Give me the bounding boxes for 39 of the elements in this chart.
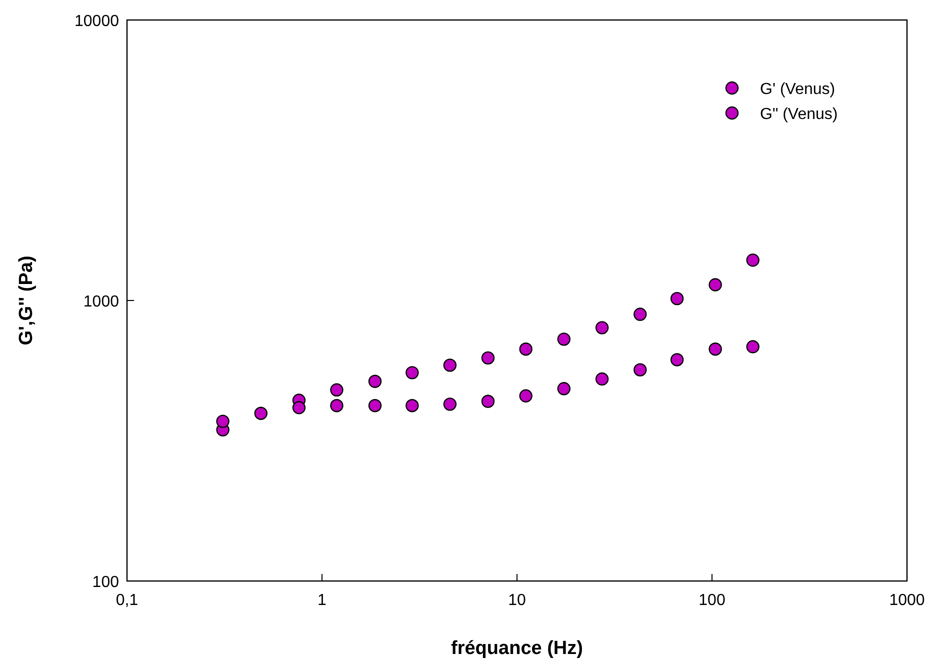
point (368, 399, 382, 412)
point (481, 351, 495, 365)
point (481, 394, 495, 408)
point (670, 353, 684, 366)
legend-label: G' (Venus) (760, 81, 836, 98)
point (443, 398, 457, 411)
x-tick-label: 1 (318, 592, 327, 609)
point (330, 399, 344, 412)
point (368, 374, 382, 388)
point (557, 332, 571, 346)
legend-label: G" (Venus) (760, 106, 838, 123)
point (595, 372, 609, 386)
point (292, 401, 306, 414)
point (634, 363, 647, 376)
point (746, 254, 760, 267)
point (708, 342, 722, 356)
point (557, 382, 571, 396)
point (216, 414, 230, 428)
point (443, 358, 457, 372)
point (708, 278, 722, 292)
y-tick-label: 1000 (83, 294, 120, 310)
point (670, 292, 684, 306)
point (519, 389, 532, 402)
point (746, 340, 760, 354)
x-tick-label: 0,1 (116, 592, 138, 609)
x-tick-label: 1000 (889, 592, 925, 609)
point (330, 383, 344, 397)
point (406, 366, 419, 380)
point (634, 308, 647, 321)
x-axis-title: fréquance (Hz) (451, 638, 583, 659)
y-tick-label: 10000 (74, 13, 120, 30)
x-tick-label: 10 (508, 592, 526, 609)
point (595, 321, 609, 334)
point (406, 399, 419, 412)
point (519, 342, 532, 356)
y-tick-label: 100 (92, 574, 120, 591)
y-axis-title: G',G'' (Pa) (16, 256, 37, 346)
point (254, 406, 268, 420)
x-tick-label: 100 (698, 592, 726, 609)
